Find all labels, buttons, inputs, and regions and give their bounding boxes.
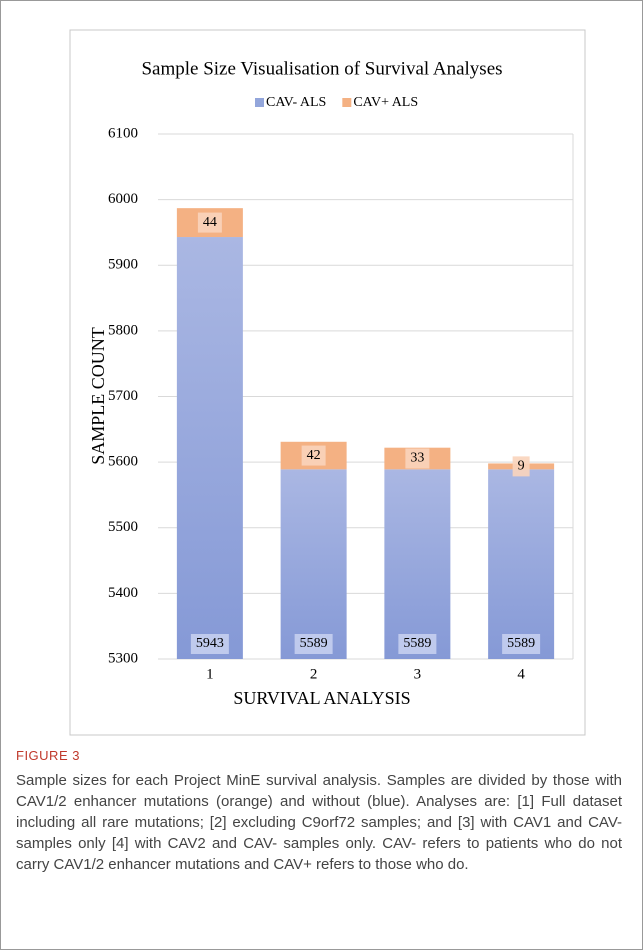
data-label-bg [190, 634, 229, 654]
caption-label: FIGURE 3 [16, 748, 80, 763]
x-tick-label: 2 [310, 666, 318, 682]
legend-swatch [255, 98, 264, 107]
data-label: 5589 [300, 636, 328, 651]
y-tick-label: 5900 [108, 257, 138, 273]
y-tick-label: 5700 [108, 388, 138, 404]
x-tick-label: 4 [517, 666, 525, 682]
y-tick-label: 5300 [108, 650, 138, 666]
data-label: 5589 [403, 636, 431, 651]
y-tick-label: 6000 [108, 191, 138, 207]
data-label: 9 [518, 459, 525, 474]
y-tick-label: 5500 [108, 519, 138, 535]
legend-label: CAV- ALS [266, 95, 326, 110]
bar-segment [176, 237, 243, 659]
data-label-bg [294, 634, 333, 654]
data-label: 5943 [196, 636, 224, 651]
y-tick-label: 5600 [108, 454, 138, 470]
legend-swatch [342, 98, 352, 107]
bar-segment [488, 469, 555, 659]
y-tick-label: 6100 [108, 125, 138, 141]
caption-text: Sample sizes for each Project MinE survi… [16, 772, 622, 873]
data-label: 44 [203, 215, 217, 230]
data-label: 33 [410, 451, 424, 466]
data-label-bg [502, 634, 541, 654]
y-tick-label: 5400 [108, 585, 138, 601]
x-tick-label: 1 [206, 666, 214, 682]
bar-segment [384, 469, 451, 659]
data-label-bg [512, 456, 530, 477]
data-label: 42 [307, 448, 321, 463]
chart: Sample Size Visualisation of Survival An… [69, 29, 586, 736]
x-tick-label: 3 [414, 666, 422, 682]
data-label-bg [197, 212, 222, 233]
legend-label: CAV+ ALS [353, 95, 418, 110]
data-label-bg [398, 634, 437, 654]
y-tick-label: 5800 [108, 322, 138, 338]
y-axis-label: SAMPLE COUNT [88, 327, 108, 465]
data-label-bg [405, 448, 430, 469]
x-axis-label: SURVIVAL ANALYSIS [233, 688, 410, 708]
data-label: 5589 [507, 636, 535, 651]
data-label-bg [301, 445, 326, 466]
chart-title: Sample Size Visualisation of Survival An… [141, 58, 502, 79]
bar-segment [280, 469, 347, 659]
